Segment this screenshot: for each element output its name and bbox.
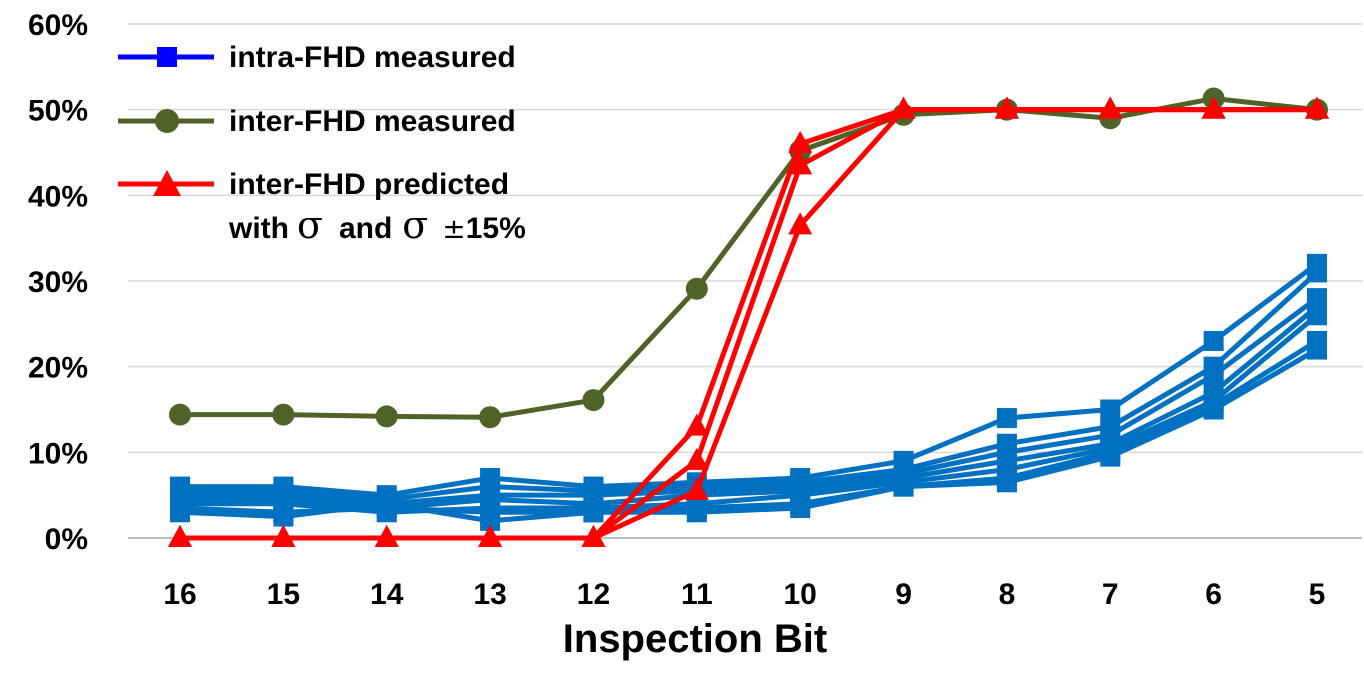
gridlines (128, 23, 1362, 539)
series-group (168, 87, 1329, 547)
y-tick-label: 30% (28, 266, 88, 299)
x-tick-label: 5 (1309, 578, 1326, 611)
legend-item-predicted: inter-FHD predicted with σ and σ ±15% (118, 168, 526, 247)
y-axis-ticks: 0% 10% 20% 30% 40% 50% 60% (28, 9, 88, 556)
x-tick-label: 15 (267, 578, 300, 611)
legend-label-predicted-line2: with σ and σ ±15% (228, 203, 526, 247)
series-intra (170, 262, 1327, 510)
data-point-triangle (788, 212, 813, 235)
data-point-triangle (1305, 96, 1329, 119)
data-point-circle (375, 405, 398, 428)
legend-with-text: with (228, 212, 289, 245)
data-point-circle (685, 277, 708, 300)
x-tick-label: 8 (999, 578, 1016, 611)
data-point-triangle (374, 525, 399, 547)
x-tick-label: 7 (1102, 578, 1119, 611)
data-point-circle (272, 403, 295, 426)
data-point-triangle (168, 525, 192, 547)
y-tick-label: 0% (45, 523, 88, 556)
sigma-symbol: σ (297, 203, 323, 247)
x-tick-label: 14 (370, 578, 404, 611)
data-point-square (1100, 446, 1121, 467)
series-line-intra (180, 296, 1319, 507)
data-point-square (1100, 399, 1121, 420)
series-line-intra (179, 338, 1319, 515)
data-point-square (1203, 399, 1224, 420)
data-point-triangle (684, 447, 709, 470)
data-point-circle (169, 403, 191, 426)
x-tick-label: 9 (895, 578, 912, 611)
data-point-square (686, 502, 707, 523)
data-point-triangle (994, 96, 1019, 119)
legend-label-intra: intra-FHD measured (229, 41, 516, 74)
legend-label-inter: inter-FHD measured (229, 105, 516, 138)
legend-item-intra: intra-FHD measured (118, 41, 516, 74)
legend-pct-text: 15% (466, 212, 526, 245)
y-tick-label: 10% (28, 437, 88, 470)
legend-label-predicted: inter-FHD predicted (229, 168, 509, 201)
x-tick-label: 13 (473, 578, 506, 611)
series-inter (169, 87, 1328, 429)
x-tick-label: 16 (163, 578, 196, 611)
data-point-triangle (684, 477, 709, 500)
data-point-square (170, 502, 190, 523)
x-tick-label: 12 (577, 578, 610, 611)
data-point-triangle (271, 525, 296, 547)
data-point-triangle (788, 152, 813, 175)
x-tick-label: 11 (681, 578, 713, 611)
data-point-square (273, 506, 294, 527)
data-point-square (996, 408, 1017, 429)
plus-minus-symbol: ± (442, 212, 465, 245)
series-line-inter (180, 96, 1318, 420)
y-tick-label: 40% (28, 180, 88, 213)
series-line-intra (179, 347, 1319, 524)
data-point-square (893, 476, 914, 497)
data-point-square (996, 472, 1017, 493)
data-point-triangle (478, 525, 503, 547)
legend: intra-FHD measured inter-FHD measured in… (118, 41, 526, 247)
series-intra (170, 339, 1327, 531)
data-point-square (376, 493, 397, 514)
data-point-triangle (788, 130, 813, 153)
data-point-circle (479, 406, 502, 429)
data-point-square (790, 498, 811, 519)
data-point-square (1307, 262, 1327, 283)
data-point-triangle (581, 525, 606, 547)
data-point-square (1203, 330, 1224, 351)
legend-marker-triangle (153, 170, 181, 196)
data-point-circle (582, 389, 605, 412)
legend-marker-circle (155, 109, 179, 133)
x-tick-label: 6 (1205, 578, 1222, 611)
x-tick-label: 10 (783, 578, 816, 611)
data-point-square (1307, 305, 1327, 326)
x-axis-title: Inspection Bit (563, 617, 827, 661)
data-point-triangle (684, 413, 709, 436)
y-tick-label: 60% (28, 9, 88, 42)
series-pred (168, 96, 1329, 547)
series-line-intra (180, 261, 1319, 498)
y-tick-label: 50% (28, 95, 88, 128)
x-axis-ticks: 16 15 14 13 12 11 10 9 8 7 6 5 (163, 578, 1325, 611)
data-point-square (583, 502, 604, 523)
data-point-triangle (891, 96, 916, 119)
series-line-pred (180, 107, 1317, 541)
legend-marker-square (157, 47, 177, 67)
data-point-square (1307, 339, 1327, 360)
data-point-square (1203, 365, 1224, 386)
data-point-square (480, 510, 501, 531)
data-point-triangle (1098, 96, 1123, 119)
legend-item-inter: inter-FHD measured (118, 105, 516, 138)
sigma-symbol-2: σ (402, 203, 428, 247)
series-line-intra (180, 270, 1319, 502)
y-tick-label: 20% (28, 352, 88, 385)
data-point-triangle (1201, 96, 1226, 119)
legend-and-text: and (339, 212, 392, 245)
